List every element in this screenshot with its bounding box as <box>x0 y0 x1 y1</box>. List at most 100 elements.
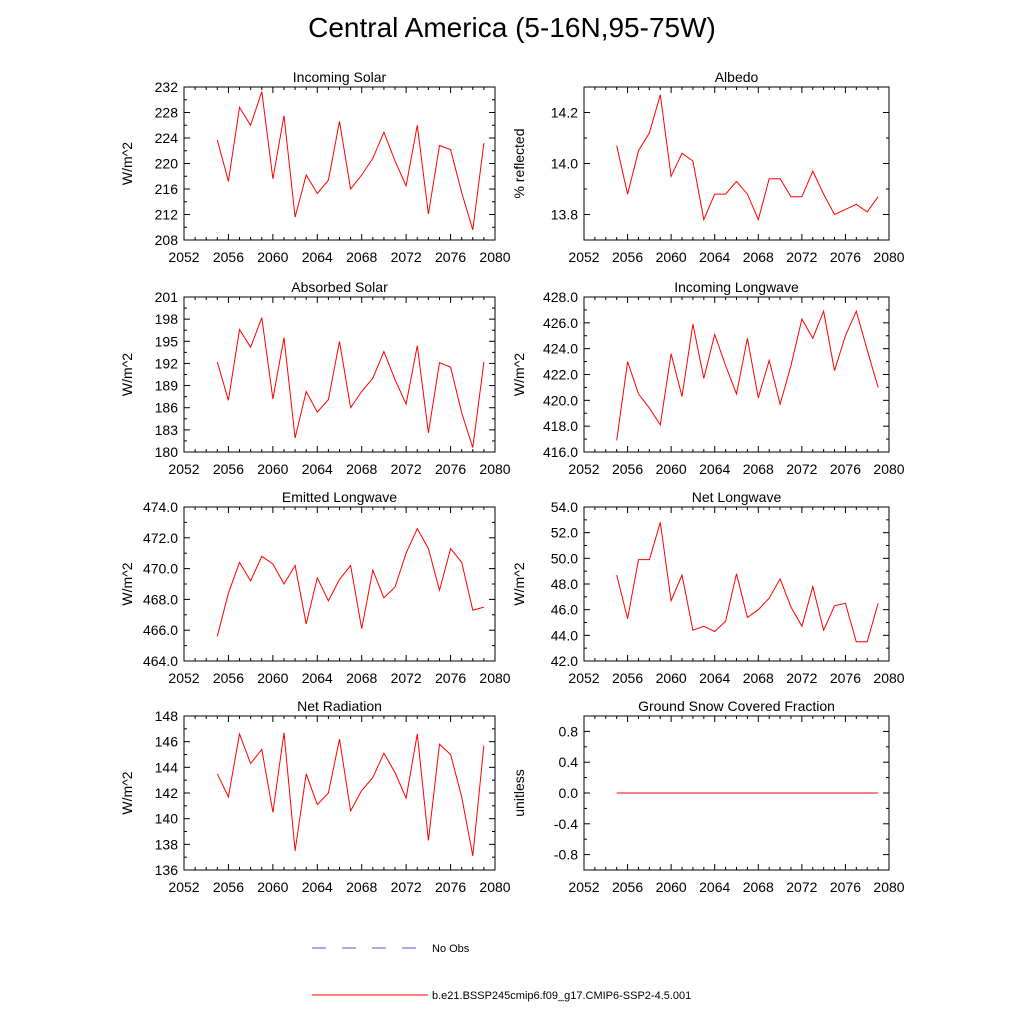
x-tick-label: 2052 <box>168 461 199 477</box>
y-tick-label: 0.8 <box>559 723 579 739</box>
x-tick-label: 2072 <box>391 670 422 686</box>
y-tick-label: 212 <box>155 207 179 223</box>
y-tick-label: 228 <box>155 105 179 121</box>
x-tick-label: 2072 <box>786 461 817 477</box>
legend: No Obs b.e21.BSSP245cmip6.f09_g17.CMIP6-… <box>312 943 691 1002</box>
x-tick-label: 2060 <box>656 461 687 477</box>
y-tick-label: 142 <box>155 785 179 801</box>
y-tick-label: 189 <box>155 378 179 394</box>
x-tick-label: 2072 <box>391 879 422 895</box>
y-tick-label: 424.0 <box>543 341 578 357</box>
legend-label-no-obs: No Obs <box>432 943 470 955</box>
x-tick-label: 2052 <box>568 670 599 686</box>
x-tick-label: 2060 <box>257 249 288 265</box>
x-tick-label: 2064 <box>302 249 333 265</box>
panel-title-absorbed-solar: Absorbed Solar <box>291 279 388 295</box>
y-tick-label: 46.0 <box>551 602 578 618</box>
x-tick-label: 2080 <box>873 249 904 265</box>
y-tick-label: 42.0 <box>551 653 578 669</box>
y-tick-label: 426.0 <box>543 315 578 331</box>
figure-title: Central America (5-16N,95-75W) <box>308 12 716 43</box>
x-tick-label: 2056 <box>213 879 244 895</box>
x-tick-label: 2072 <box>786 670 817 686</box>
y-tick-label: 44.0 <box>551 627 578 643</box>
x-tick-label: 2060 <box>656 670 687 686</box>
x-tick-label: 2068 <box>346 249 377 265</box>
series-line-incoming-longwave <box>616 309 879 441</box>
x-tick-label: 2068 <box>743 461 774 477</box>
y-tick-label: 195 <box>155 333 179 349</box>
x-tick-label: 2068 <box>743 249 774 265</box>
y-tick-label: 0.0 <box>559 785 579 801</box>
x-tick-label: 2064 <box>302 879 333 895</box>
x-tick-label: 2072 <box>786 249 817 265</box>
x-tick-label: 2056 <box>612 461 643 477</box>
x-tick-label: 2056 <box>612 249 643 265</box>
panel-title-net-radiation: Net Radiation <box>297 698 382 714</box>
y-tick-label: 201 <box>155 289 179 305</box>
y-tick-label: 216 <box>155 181 179 197</box>
y-tick-label: 144 <box>155 759 179 775</box>
y-tick-label: 14.2 <box>551 105 578 121</box>
y-tick-label: 464.0 <box>143 653 178 669</box>
y-axis-label: W/m^2 <box>119 142 135 185</box>
x-tick-label: 2056 <box>612 670 643 686</box>
y-tick-label: 418.0 <box>543 418 578 434</box>
x-tick-label: 2080 <box>479 670 510 686</box>
panel-title-incoming-solar: Incoming Solar <box>293 69 387 85</box>
x-tick-label: 2076 <box>435 670 466 686</box>
y-tick-label: 146 <box>155 734 179 750</box>
plot-frame <box>583 86 890 241</box>
x-tick-label: 2064 <box>699 879 730 895</box>
y-tick-label: 220 <box>155 156 179 172</box>
x-tick-label: 2060 <box>656 249 687 265</box>
panel-title-ground-snow-covered-fraction: Ground Snow Covered Fraction <box>638 698 835 714</box>
x-tick-label: 2056 <box>213 249 244 265</box>
x-tick-label: 2064 <box>699 670 730 686</box>
y-tick-label: 470.0 <box>143 561 178 577</box>
y-tick-label: 474.0 <box>143 499 178 515</box>
panel-title-incoming-longwave: Incoming Longwave <box>674 279 799 295</box>
plot-frame <box>583 506 890 662</box>
plot-frame <box>583 296 890 453</box>
y-tick-label: 54.0 <box>551 499 578 515</box>
series-line-net-longwave <box>616 522 879 643</box>
y-tick-label: 428.0 <box>543 289 578 305</box>
x-tick-label: 2068 <box>743 879 774 895</box>
x-tick-label: 2076 <box>830 249 861 265</box>
y-tick-label: 192 <box>155 355 179 371</box>
x-tick-label: 2072 <box>786 879 817 895</box>
x-tick-label: 2060 <box>257 461 288 477</box>
x-tick-label: 2052 <box>168 879 199 895</box>
y-tick-label: 148 <box>155 708 179 724</box>
series-line-incoming-solar <box>216 91 485 230</box>
y-tick-label: 186 <box>155 400 179 416</box>
x-tick-label: 2080 <box>873 670 904 686</box>
x-tick-label: 2072 <box>391 461 422 477</box>
x-tick-label: 2072 <box>391 249 422 265</box>
y-tick-label: 13.8 <box>551 207 578 223</box>
y-tick-label: 140 <box>155 811 179 827</box>
y-axis-label: W/m^2 <box>119 771 135 814</box>
legend-label-model: b.e21.BSSP245cmip6.f09_g17.CMIP6-SSP2-4.… <box>432 990 691 1002</box>
x-tick-label: 2080 <box>873 879 904 895</box>
y-axis-label: W/m^2 <box>511 353 527 396</box>
x-tick-label: 2060 <box>257 879 288 895</box>
y-tick-label: 183 <box>155 422 179 438</box>
y-tick-label: 420.0 <box>543 392 578 408</box>
x-tick-label: 2060 <box>257 670 288 686</box>
plot-frame <box>183 296 496 453</box>
y-tick-label: 14.0 <box>551 156 578 172</box>
x-tick-label: 2052 <box>168 670 199 686</box>
y-axis-label: % reflected <box>511 128 527 198</box>
x-tick-label: 2080 <box>479 879 510 895</box>
x-tick-label: 2052 <box>568 249 599 265</box>
y-tick-label: 48.0 <box>551 576 578 592</box>
y-tick-label: 224 <box>155 130 179 146</box>
x-tick-label: 2064 <box>699 249 730 265</box>
panel-ground-snow-covered-fraction: 2052 2056 2060 2064 2068 2072 2076 2080 -0.8 -0.4… <box>511 698 905 895</box>
x-tick-label: 2064 <box>302 461 333 477</box>
y-tick-label: 180 <box>155 444 179 460</box>
x-tick-label: 2076 <box>435 249 466 265</box>
x-tick-label: 2080 <box>479 249 510 265</box>
